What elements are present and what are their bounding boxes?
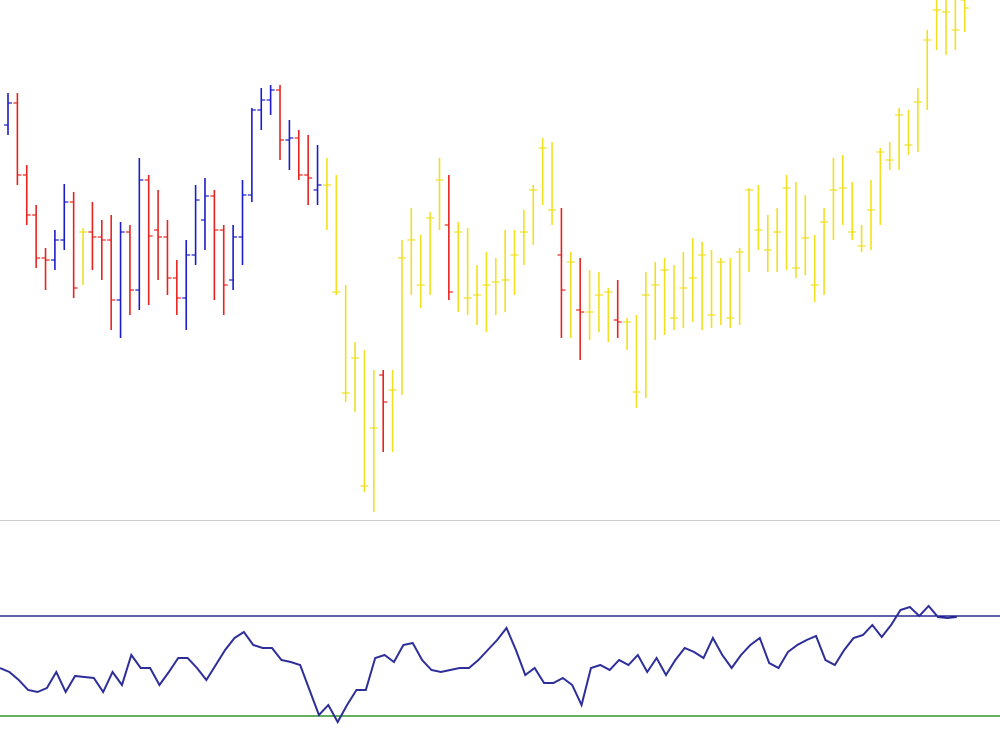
oscillator-line	[0, 604, 957, 725]
